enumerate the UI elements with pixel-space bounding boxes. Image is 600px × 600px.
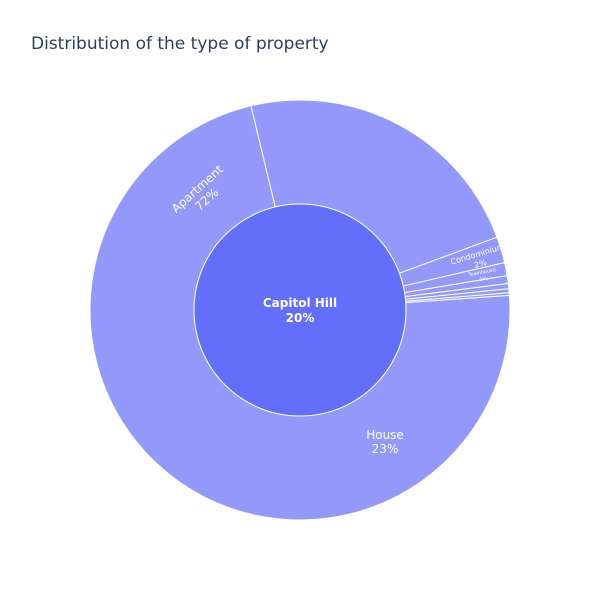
- segment-name-label: House: [366, 428, 404, 442]
- center-percent-label: 20%: [286, 311, 315, 325]
- center-label: Capitol Hill: [263, 296, 337, 310]
- chart-title: Distribution of the type of property: [31, 34, 329, 54]
- center-disc[interactable]: [193, 203, 407, 417]
- segment-percent-label: 23%: [372, 442, 399, 456]
- segment-name-label: Townhouse: [467, 267, 496, 278]
- outer-ring: [89, 99, 511, 521]
- segment-percent-label: 2%: [473, 258, 488, 270]
- segment-percent-label: 1%: [479, 276, 488, 283]
